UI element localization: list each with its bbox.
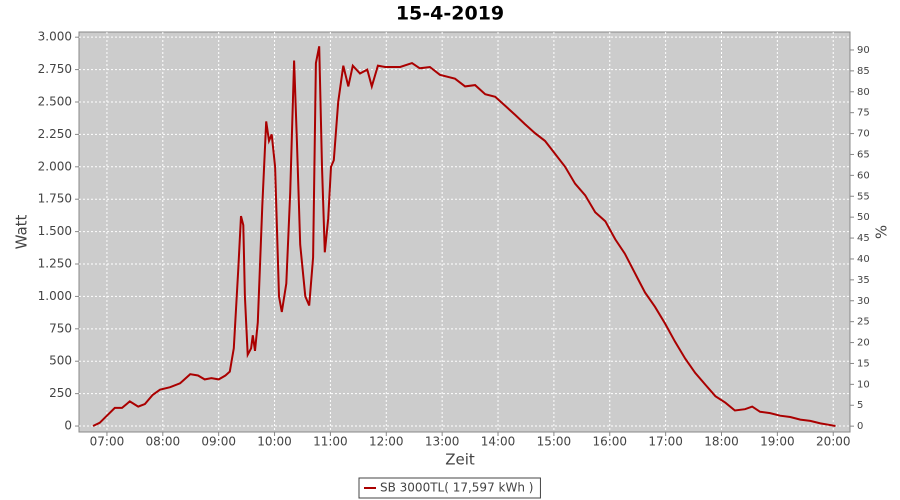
y2-tick-label: 75 [857, 108, 870, 119]
x-tick-label: 10:00 [257, 435, 292, 449]
y2-tick-label: 35 [857, 275, 870, 286]
x-tick-label: 11:00 [313, 435, 348, 449]
y-tick-label: 750 [49, 321, 72, 335]
x-tick-label: 09:00 [201, 435, 236, 449]
y2-tick-label: 20 [857, 338, 870, 349]
line-series [92, 46, 836, 427]
y2-tick-label: 45 [857, 233, 870, 244]
y2-tick-label: 5 [857, 400, 863, 411]
x-tick-label: 17:00 [648, 435, 683, 449]
y-tick-label: 1.500 [38, 224, 72, 238]
y-tick-label: 250 [49, 386, 72, 400]
y2-tick-label: 80 [857, 87, 870, 98]
y2-tick-label: 25 [857, 317, 870, 328]
y2-tick-label: 30 [857, 296, 870, 307]
y2-tick-label: 60 [857, 170, 870, 181]
x-tick-label: 18:00 [704, 435, 739, 449]
y-tick-label: 2.500 [38, 94, 72, 108]
y-tick-label: 2.000 [38, 159, 72, 173]
y2-axis-label: % [873, 225, 891, 239]
y-tick-label: 1.000 [38, 289, 72, 303]
y2-tick-label: 15 [857, 358, 870, 369]
legend-label: SB 3000TL( 17,597 kWh ) [380, 481, 533, 495]
x-tick-label: 13:00 [425, 435, 460, 449]
y-tick-label: 2.750 [38, 62, 72, 76]
x-tick-label: 20:00 [816, 435, 851, 449]
y-tick-label: 1.250 [38, 257, 72, 271]
y2-tick-label: 50 [857, 212, 870, 223]
y-tick-label: 2.250 [38, 127, 72, 141]
x-tick-label: 14:00 [481, 435, 516, 449]
x-tick-label: 07:00 [90, 435, 125, 449]
y2-tick-label: 55 [857, 191, 870, 202]
x-tick-label: 19:00 [760, 435, 795, 449]
y2-tick-label: 70 [857, 129, 870, 140]
y2-tick-label: 90 [857, 45, 870, 56]
y-axis-label: Watt [13, 214, 31, 249]
y2-tick-label: 65 [857, 149, 870, 160]
y-tick-label: 3.000 [38, 30, 72, 44]
legend: SB 3000TL( 17,597 kWh ) [358, 477, 541, 499]
y2-tick-label: 0 [857, 421, 863, 432]
y-tick-label: 0 [64, 419, 72, 433]
x-tick-label: 16:00 [592, 435, 627, 449]
x-axis-label: Zeit [445, 451, 475, 469]
x-tick-label: 12:00 [369, 435, 404, 449]
y2-tick-label: 10 [857, 379, 870, 390]
legend-box [358, 477, 541, 499]
y2-tick-label: 85 [857, 66, 870, 77]
y-tick-label: 1.750 [38, 192, 72, 206]
x-tick-label: 15:00 [537, 435, 572, 449]
y-tick-label: 500 [49, 354, 72, 368]
chart-title: 15-4-2019 [396, 3, 504, 25]
y2-tick-label: 40 [857, 254, 870, 265]
x-tick-label: 08:00 [146, 435, 181, 449]
